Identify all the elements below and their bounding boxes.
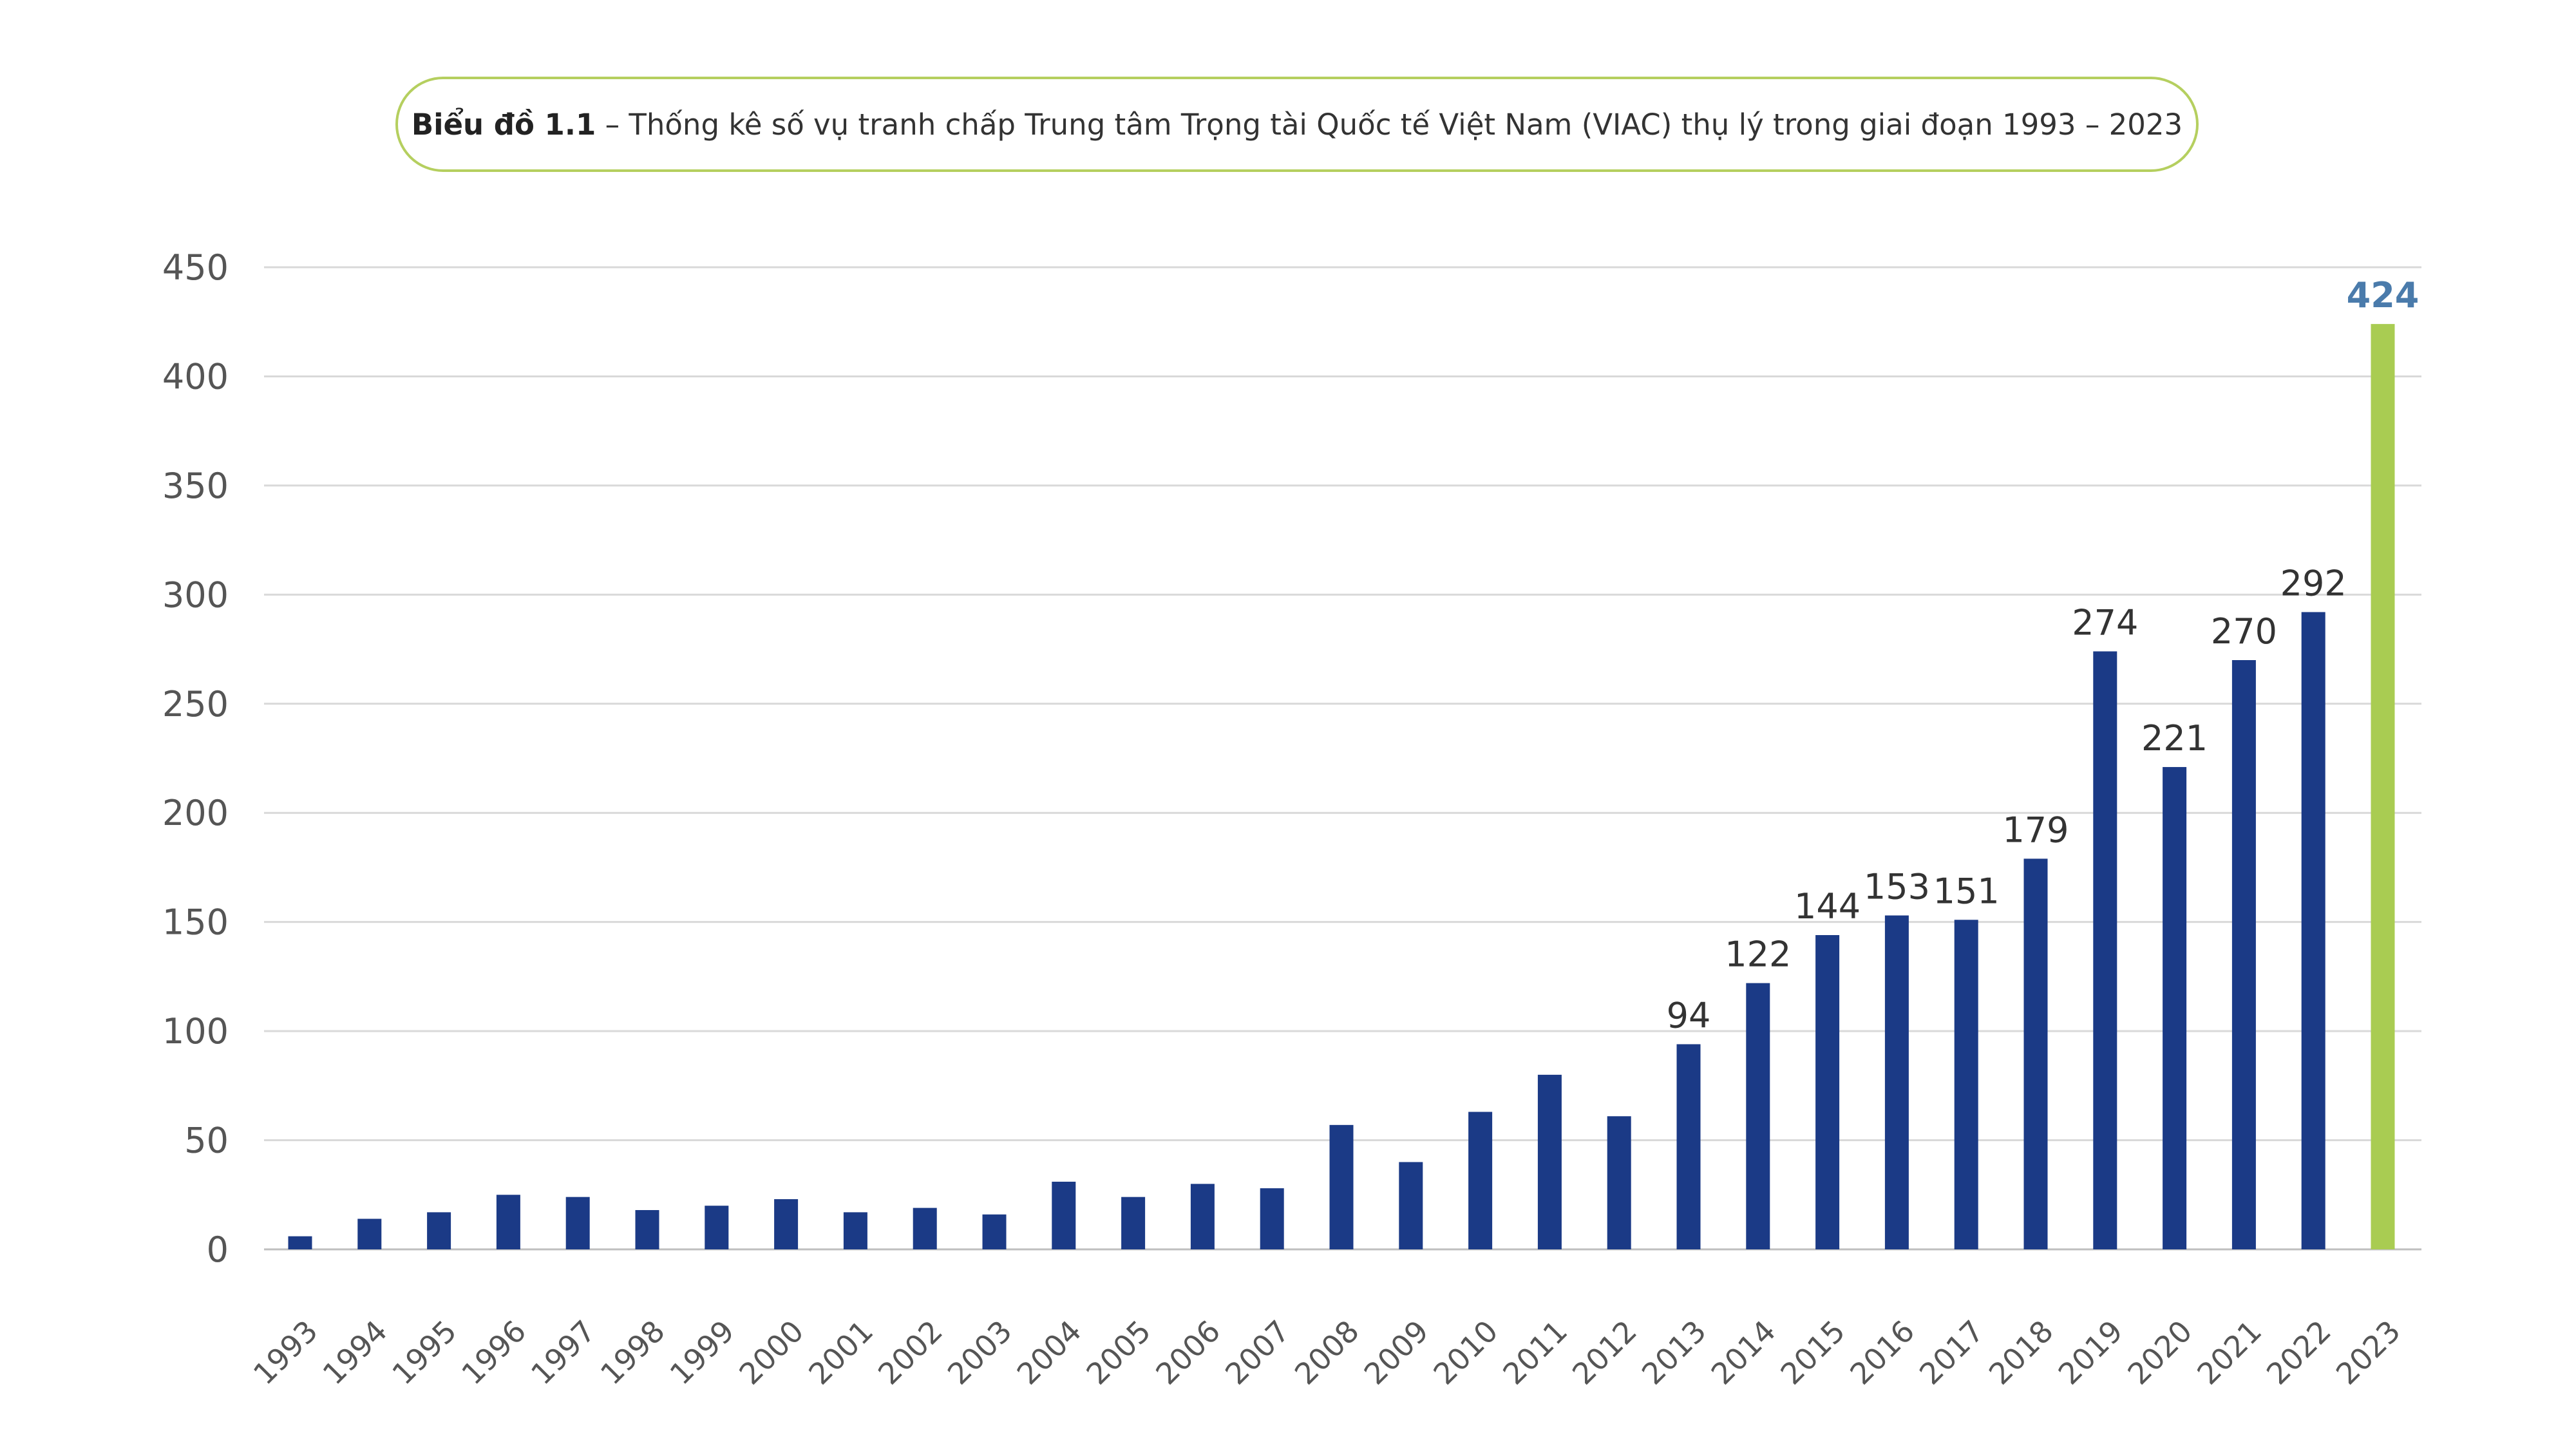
data-label-2018: 179	[2002, 810, 2069, 850]
bar-2005	[1121, 1197, 1146, 1249]
data-label-2014: 122	[1725, 934, 1791, 975]
bar-1999	[705, 1206, 729, 1249]
x-tick-label-1996: 1996	[455, 1314, 533, 1392]
bar-2008	[1329, 1124, 1354, 1249]
bar-2006	[1190, 1184, 1215, 1249]
x-tick-label-1994: 1994	[316, 1314, 394, 1392]
y-tick-label: 350	[162, 466, 229, 506]
data-label-2016: 153	[1864, 867, 1930, 907]
x-tick-label-2006: 2006	[1149, 1314, 1227, 1392]
x-tick-label-2022: 2022	[2260, 1314, 2338, 1392]
x-tick-label-1999: 1999	[663, 1314, 741, 1392]
x-tick-label-2012: 2012	[1566, 1314, 1643, 1392]
bar-1998	[635, 1210, 659, 1249]
x-tick-label-2016: 2016	[1843, 1314, 1921, 1392]
bar-2009	[1399, 1162, 1423, 1249]
x-tick-label-2014: 2014	[1705, 1314, 1783, 1392]
bar-2012	[1607, 1116, 1631, 1249]
chart-title-text: – Thống kê số vụ tranh chấp Trung tâm Tr…	[596, 107, 2183, 142]
bar-2013	[1676, 1044, 1701, 1249]
bar-2010	[1468, 1112, 1493, 1249]
data-label-2017: 151	[1933, 871, 2000, 911]
bar-2000	[774, 1199, 799, 1249]
bar-2015	[1815, 935, 1840, 1249]
bar-2014	[1746, 983, 1770, 1249]
x-tick-label-2001: 2001	[802, 1314, 880, 1392]
x-tick-label-1995: 1995	[385, 1314, 463, 1392]
data-label-2015: 144	[1794, 886, 1861, 927]
bar-2017	[1954, 920, 1978, 1249]
x-axis-ticks: 1993199419951996199719981999200020012002…	[247, 1314, 2407, 1392]
bar-2016	[1884, 915, 1909, 1249]
bar-2019	[2093, 651, 2117, 1249]
y-tick-label: 250	[162, 684, 229, 724]
x-tick-label-2000: 2000	[732, 1314, 810, 1392]
y-tick-label: 200	[162, 793, 229, 833]
x-tick-label-1993: 1993	[247, 1314, 325, 1392]
bar-1993	[288, 1236, 312, 1249]
x-tick-label-2015: 2015	[1774, 1314, 1852, 1392]
chart-title-number: Biểu đồ 1.1	[411, 107, 596, 142]
y-tick-label: 450	[162, 247, 229, 288]
y-tick-label: 0	[207, 1229, 229, 1270]
bar-2007	[1260, 1188, 1284, 1249]
y-tick-label: 50	[184, 1121, 229, 1161]
bar-2003	[982, 1214, 1007, 1249]
x-tick-label-2021: 2021	[2190, 1314, 2268, 1392]
bar-2020	[2163, 767, 2187, 1249]
data-label-2021: 270	[2211, 611, 2277, 652]
x-tick-label-2007: 2007	[1218, 1314, 1296, 1392]
data-label-2022: 292	[2280, 563, 2347, 603]
bar-1995	[427, 1212, 451, 1249]
x-tick-label-2018: 2018	[1982, 1314, 2060, 1392]
y-tick-label: 100	[162, 1011, 229, 1052]
data-label-2020: 221	[2141, 718, 2208, 759]
chart-title-box: Biểu đồ 1.1 – Thống kê số vụ tranh chấp …	[395, 77, 2199, 172]
y-tick-label: 150	[162, 902, 229, 943]
bar-2011	[1537, 1074, 1562, 1249]
x-tick-label-2020: 2020	[2121, 1314, 2199, 1392]
x-tick-label-1997: 1997	[524, 1314, 602, 1392]
y-tick-label: 300	[162, 574, 229, 615]
y-axis-ticks: 0 50 100 150 200 250 300 350 400 450	[162, 247, 229, 1270]
data-label-2013: 94	[1667, 995, 1711, 1036]
bar-2023	[2371, 324, 2395, 1250]
x-tick-label-2002: 2002	[871, 1314, 949, 1392]
bar-2022	[2301, 612, 2325, 1249]
bars	[288, 324, 2395, 1250]
data-label-2023: 424	[2347, 275, 2420, 316]
bar-1997	[565, 1197, 590, 1249]
bar-1996	[496, 1195, 520, 1249]
x-tick-label-2009: 2009	[1358, 1314, 1435, 1392]
bar-2002	[913, 1208, 937, 1249]
x-tick-label-2019: 2019	[2052, 1314, 2130, 1392]
bar-2004	[1052, 1181, 1076, 1249]
bar-2021	[2231, 660, 2256, 1249]
x-tick-label-2023: 2023	[2329, 1314, 2407, 1392]
x-tick-label-2005: 2005	[1079, 1314, 1157, 1392]
bar-2001	[843, 1212, 867, 1249]
y-tick-label: 400	[162, 356, 229, 397]
x-tick-label-1998: 1998	[594, 1314, 672, 1392]
x-tick-label-2013: 2013	[1635, 1314, 1713, 1392]
x-tick-label-2008: 2008	[1288, 1314, 1366, 1392]
x-tick-label-2011: 2011	[1496, 1314, 1574, 1392]
x-tick-label-2017: 2017	[1913, 1314, 1991, 1392]
x-tick-label-2003: 2003	[941, 1314, 1019, 1392]
x-tick-label-2010: 2010	[1426, 1314, 1504, 1392]
bar-2018	[2023, 858, 2048, 1249]
x-tick-label-2004: 2004	[1010, 1314, 1088, 1392]
bar-1994	[357, 1218, 382, 1249]
data-label-2019: 274	[2072, 602, 2138, 643]
